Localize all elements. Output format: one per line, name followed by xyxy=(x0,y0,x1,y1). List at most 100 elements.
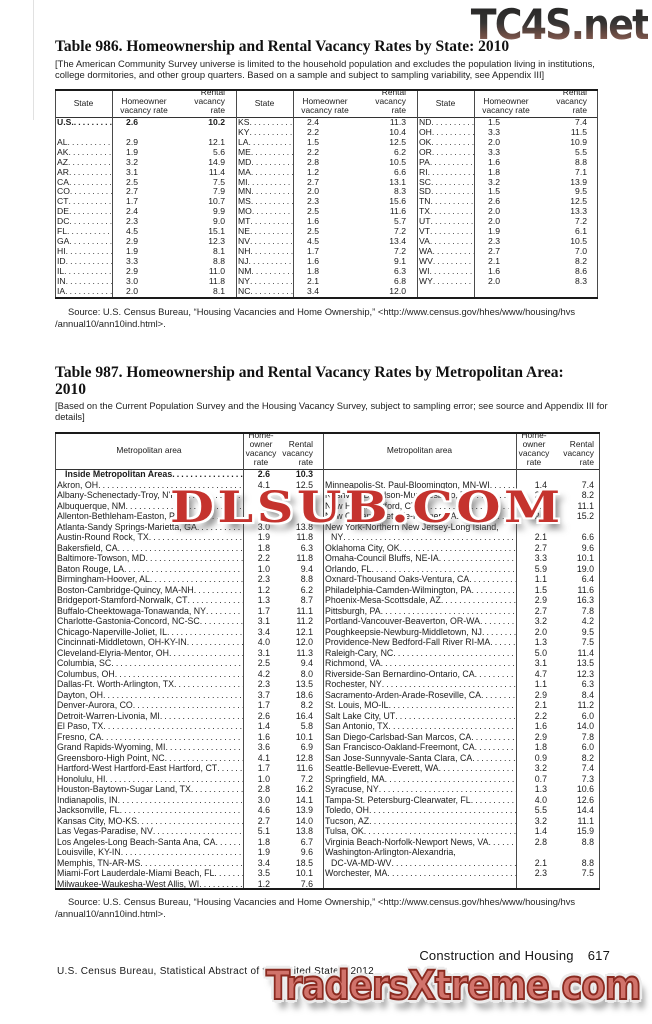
table-row: Kansas City, MO-KS2.714.0 xyxy=(55,816,323,828)
table-row: MO2.511.6 xyxy=(236,207,417,217)
table-row: New York-Northern New Jersey-Long Island… xyxy=(325,522,499,532)
table-row: Columbia, SC2.59.4 xyxy=(55,658,323,670)
table-row: WY2.08.3 xyxy=(417,276,598,287)
table-row: TN2.612.5 xyxy=(417,197,598,207)
table-row: OK2.010.9 xyxy=(417,137,598,148)
table-row: Denver-Aurora, CO1.78.2 xyxy=(55,700,323,712)
column-header-homeowner: Homeowner vacancy rate xyxy=(482,96,530,116)
table-row: Oxnard-Thousand Oaks-Ventura, CA1.16.4 xyxy=(323,574,600,586)
table-row: Orlando, FL5.919.0 xyxy=(323,564,600,576)
table-row: Minneapolis-St. Paul-Bloomington, MN-WI1… xyxy=(323,480,600,492)
column-header-state: State xyxy=(254,97,275,108)
table-row: IL2.911.0 xyxy=(55,266,236,277)
table-row xyxy=(417,287,598,297)
table-row: Riverside-San Bernardino-Ontario, CA4.71… xyxy=(323,669,600,681)
table-row: ND1.57.4 xyxy=(417,117,598,128)
column-header-rental: Rental vacancy rate xyxy=(563,439,594,468)
table-row: TX2.013.3 xyxy=(417,207,598,217)
table-row: Las Vegas-Paradise, NV5.113.8 xyxy=(55,826,323,838)
table-row: Dallas-Ft. Worth-Arlington, TX2.313.5 xyxy=(55,679,323,691)
table-row: CT1.710.7 xyxy=(55,197,236,207)
column-header-rental: Rental vacancy rate xyxy=(556,87,587,116)
table-row: NC3.412.0 xyxy=(236,286,417,297)
column-header-state: State xyxy=(435,97,456,108)
table-row: Birmingham-Hoover, AL2.38.8 xyxy=(55,574,323,586)
table-row: WV2.18.2 xyxy=(417,256,598,267)
table-row: Providence-New Bedford-Fall River RI-MA1… xyxy=(323,637,600,649)
source-line-1: Source: U.S. Census Bureau, “Housing Vac… xyxy=(68,896,576,907)
table-row: NY2.16.6 xyxy=(323,532,600,544)
table-rule xyxy=(112,91,113,297)
page-section-header: Construction and Housing 617 xyxy=(419,948,610,963)
table-row: WA2.77.0 xyxy=(417,246,598,257)
table-row: LA1.512.5 xyxy=(236,137,417,148)
table-row: Richmond, VA3.113.5 xyxy=(323,658,600,670)
table986-source: Source: U.S. Census Bureau, “Housing Vac… xyxy=(55,306,611,330)
table-row: NY2.16.8 xyxy=(236,276,417,287)
table-row: Philadelphia-Camden-Wilmington, PA1.511.… xyxy=(323,585,600,597)
table-row: Dayton, OH3.718.6 xyxy=(55,690,323,702)
table-row: IN3.011.8 xyxy=(55,276,236,287)
table986-title: Table 986. Homeownership and Rental Vaca… xyxy=(55,38,510,55)
table987-source: Source: U.S. Census Bureau, “Housing Vac… xyxy=(55,896,611,920)
table-row xyxy=(323,470,600,481)
table-row: Milwaukee-Waukesha-West Allis, WI1.27.6 xyxy=(55,879,323,891)
table-row: VA2.310.5 xyxy=(417,237,598,247)
source-line-1: Source: U.S. Census Bureau, “Housing Vac… xyxy=(68,306,576,317)
table-rule xyxy=(236,91,237,297)
table987-title-line1: Table 987. Homeownership and Rental Vaca… xyxy=(55,364,564,381)
table-row: MD2.810.5 xyxy=(236,157,417,168)
table-row: ME2.26.2 xyxy=(236,147,417,158)
table-row: PA1.68.8 xyxy=(417,157,598,168)
table987-header-group: Metropolitan area Home-owner vacancy rat… xyxy=(323,431,600,468)
table-row: Baltimore-Towson, MD2.211.8 xyxy=(55,553,323,565)
table-row: Charlotte-Gastonia-Concord, NC-SC3.111.2 xyxy=(55,616,323,628)
table-row: Phoenix-Mesa-Scottsdale, AZ2.916.3 xyxy=(323,595,600,607)
table-row: Nashville-Davidson-Murfreesboro, TN2.48.… xyxy=(323,490,600,502)
table986-column-1: U.S.2.610.2 AL2.912.1AK1.95.6AZ3.214.9AR3… xyxy=(55,117,236,297)
table-row: San Jose-Sunnyvale-Santa Clara, CA0.98.2 xyxy=(323,753,600,765)
table987-right-column: Minneapolis-St. Paul-Bloomington, MN-WI1… xyxy=(323,470,600,890)
table-row: Cincinnati-Middletown, OH-KY-IN4.012.0 xyxy=(55,637,323,649)
table-row: KS2.411.3 xyxy=(236,117,417,128)
table-row: AR3.111.4 xyxy=(55,167,236,178)
scan-artifact-line xyxy=(33,0,34,120)
table987-title-line2: 2010 xyxy=(55,381,86,399)
table-row: NV4.513.4 xyxy=(236,237,417,247)
table-row: MA1.26.6 xyxy=(236,167,417,178)
table-rule xyxy=(293,91,294,297)
table986-header-group: State Homeowner vacancy rate Rental vaca… xyxy=(236,88,417,115)
table-row: MT1.65.7 xyxy=(236,217,417,227)
table-row: Worchester, MA2.37.5 xyxy=(323,868,600,880)
table987-header-row: Metropolitan area Home-owner vacancy rat… xyxy=(55,431,600,470)
table-row: Honolulu, HI1.07.2 xyxy=(55,774,323,786)
table986-header-group: State Homeowner vacancy rate Rental vaca… xyxy=(417,87,598,116)
table-row: Baton Rouge, LA1.09.4 xyxy=(55,564,323,576)
table-row: Albany-Schenectady-Troy, NY xyxy=(55,491,323,502)
table-row: GA2.912.3 xyxy=(55,237,236,247)
column-header-metro-area: Metropolitan area xyxy=(116,445,182,456)
metro-vacancy-table: Metropolitan area Home-owner vacancy rat… xyxy=(55,431,600,891)
table-row: UT2.07.2 xyxy=(417,217,598,227)
table-row: Tampa-St. Petersburg-Clearwater, FL4.012… xyxy=(323,795,600,807)
table-row: Tucson, AZ3.211.1 xyxy=(323,816,600,828)
table-row: Oklahoma City, OK2.79.6 xyxy=(323,543,600,555)
table-row: Bridgeport-Stamford-Norwalk, CT1.38.7 xyxy=(55,595,323,607)
table-row: Washington-Arlington-Alexandria, xyxy=(325,848,456,857)
table-row: AL2.912.1 xyxy=(55,137,236,148)
table-row: Boston-Cambridge-Quincy, MA-NH1.26.2 xyxy=(55,585,323,597)
table-row: New Haven-Milford, CT2.611.1 xyxy=(323,501,600,513)
section-title: Construction and Housing xyxy=(419,948,574,963)
table-row: Sacramento-Arden-Arade-Roseville, CA2.98… xyxy=(323,690,600,702)
column-header-metro-area: Metropolitan area xyxy=(386,445,453,456)
table-rule xyxy=(516,434,517,888)
table-row: OH3.311.5 xyxy=(417,127,598,138)
column-header-rental: Rental vacancy rate xyxy=(282,439,313,468)
table-row: Allenton-Bethleham-Easton, PA xyxy=(55,512,323,523)
table-row: IA2.08.1 xyxy=(55,286,236,297)
table-row: Hartford-West Hartford-East Hartford, CT… xyxy=(55,763,323,775)
table-row: NM1.86.3 xyxy=(236,266,417,277)
table-row: Miami-Fort Lauderdale-Miami Beach, FL3.5… xyxy=(55,868,323,880)
